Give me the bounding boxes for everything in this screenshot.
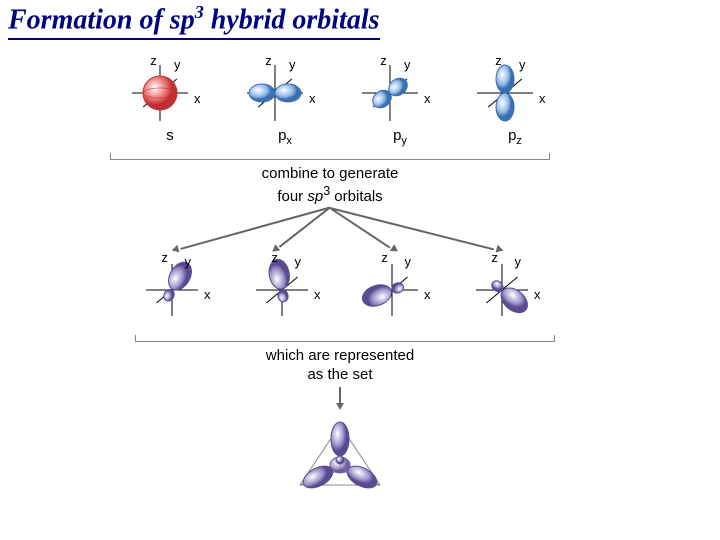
atomic-orbital-px: x y z px (235, 55, 335, 145)
title-suffix: hybrid orbitals (204, 4, 380, 35)
orbital-label: py (350, 127, 450, 147)
arrow-down-shaft (339, 387, 341, 405)
brace-1 (110, 153, 550, 160)
atomic-orbital-pz: x y z pz (465, 55, 565, 145)
caption-combine: combine to generate four sp3 orbitals (230, 165, 430, 207)
arrow-3 (330, 207, 495, 250)
tetrahedral-set (285, 415, 395, 520)
arrow-0 (181, 207, 331, 250)
tetrahedral-icon (285, 415, 395, 515)
sp3-orbital-3: x y z (460, 250, 560, 340)
cap2-l2: as the set (307, 366, 372, 383)
cap1-l2a: four (277, 188, 307, 205)
sp3-orbital-0: x y z (130, 250, 230, 340)
caption-represented: which are represented as the set (245, 347, 435, 385)
atomic-orbital-s: x y z s (120, 55, 220, 145)
orbital-label: pz (465, 127, 565, 147)
sp3-orbital-1: x y z (240, 250, 340, 340)
title-prefix: Formation of sp (8, 4, 195, 35)
orbital-label: s (120, 127, 220, 144)
cap1-l1: combine to generate (262, 165, 399, 182)
cap1-l2c: orbitals (330, 188, 383, 205)
arrow-2 (330, 207, 391, 248)
cap1-l2b: sp (307, 188, 323, 205)
page-title: Formation of sp3 hybrid orbitals (8, 2, 380, 40)
orbital-label: px (235, 127, 335, 147)
brace-2 (135, 335, 555, 342)
sp3-orbital-2: x y z (350, 250, 450, 340)
title-sup: 3 (195, 2, 204, 22)
atomic-orbital-py: x y z py (350, 55, 450, 145)
cap2-l1: which are represented (266, 347, 414, 364)
